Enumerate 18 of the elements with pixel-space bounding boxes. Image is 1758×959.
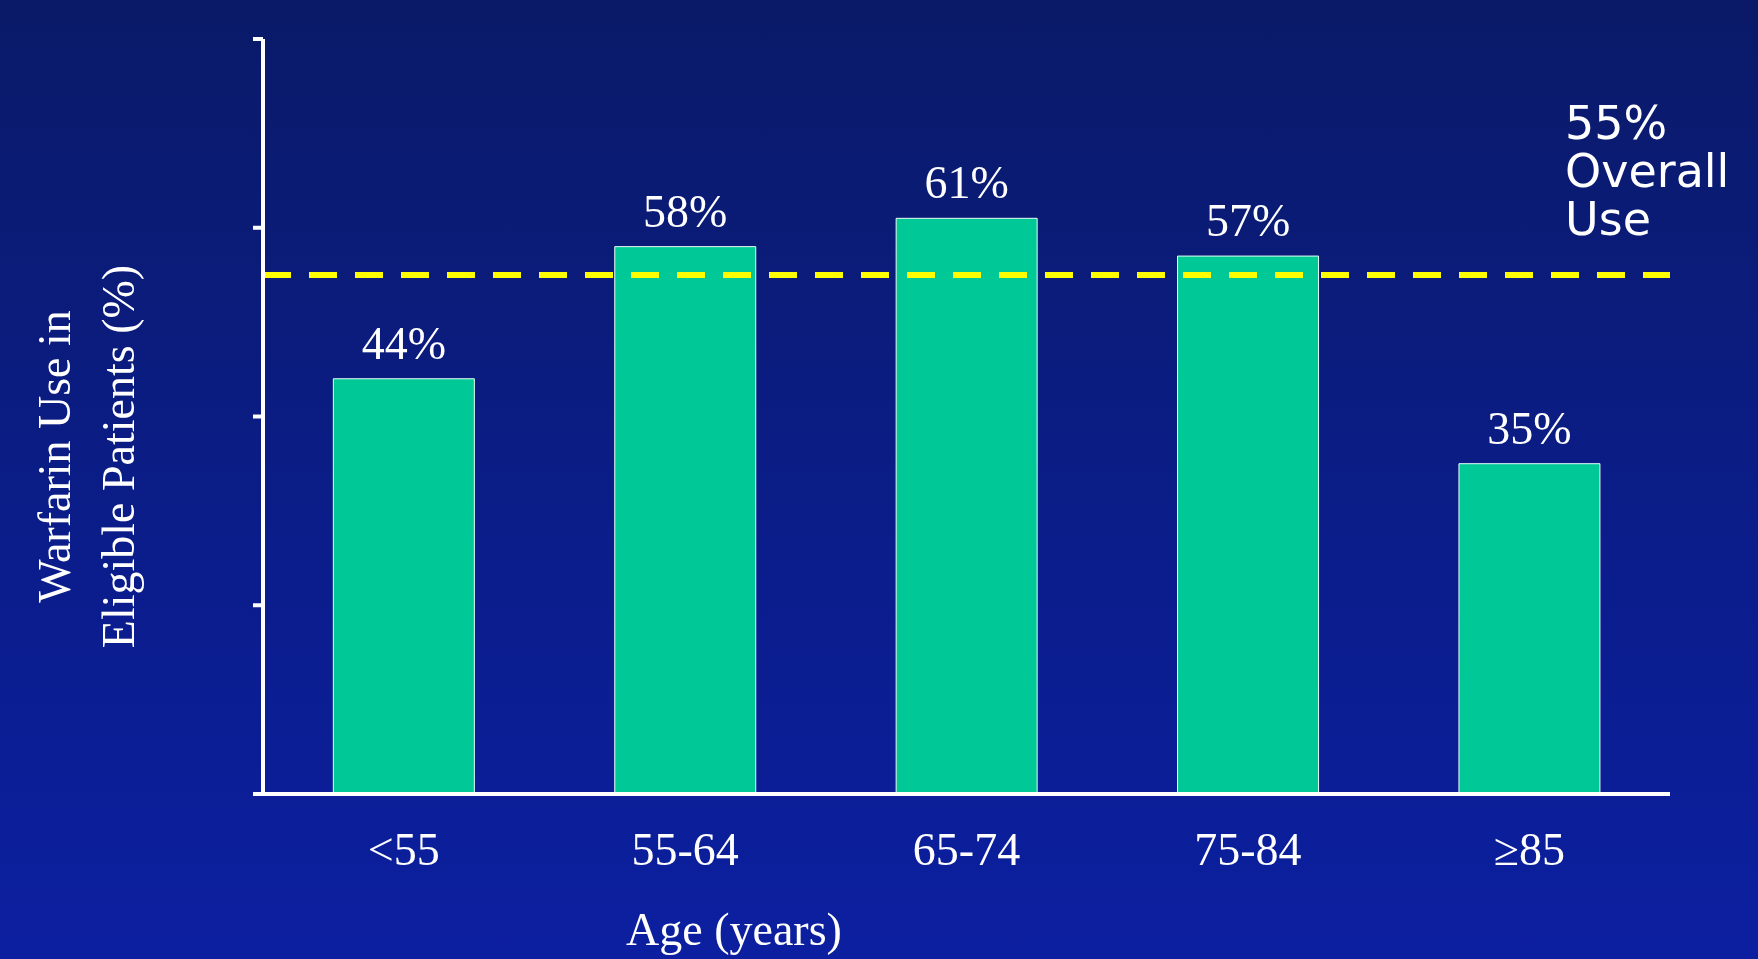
bar <box>332 378 475 794</box>
x-tick-label: 55-64 <box>631 823 739 875</box>
y-axis-title: Warfarin Use in Eligible Patients (%) <box>29 264 144 649</box>
x-tick-label: <55 <box>367 823 440 875</box>
x-axis-title: Age (years) <box>626 904 842 955</box>
data-label: 58% <box>643 185 728 237</box>
ref-line-label: 55% Overall Use <box>1565 95 1730 246</box>
data-label: 61% <box>924 157 1009 209</box>
bar <box>614 246 757 794</box>
data-label: 57% <box>1205 195 1291 247</box>
data-label: 35% <box>1487 402 1572 454</box>
data-label: 44% <box>361 317 447 369</box>
bar <box>1458 463 1601 794</box>
bar <box>1177 255 1320 794</box>
x-tick-label: ≥85 <box>1493 823 1565 875</box>
x-tick-label: 65-74 <box>912 823 1021 875</box>
bar <box>895 217 1038 794</box>
x-tick-label: 75-84 <box>1194 823 1302 875</box>
